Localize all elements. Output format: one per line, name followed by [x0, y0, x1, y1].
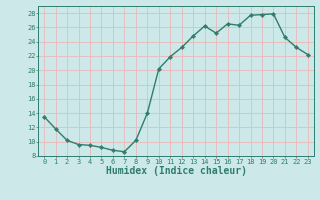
X-axis label: Humidex (Indice chaleur): Humidex (Indice chaleur) [106, 166, 246, 176]
